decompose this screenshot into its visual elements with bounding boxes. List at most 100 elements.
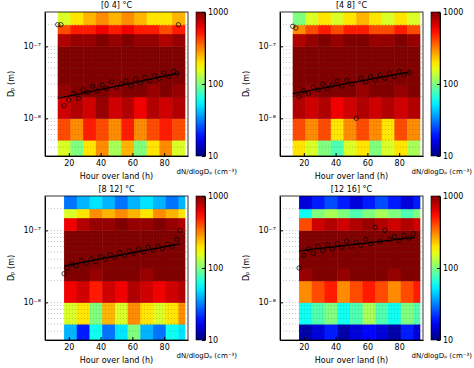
heat-cell	[83, 34, 96, 47]
heat-cell	[128, 324, 141, 340]
heat-cell	[293, 84, 306, 97]
grid-line	[280, 46, 423, 47]
heat-cell	[375, 324, 388, 340]
panel-title: [4 8] °C	[336, 1, 368, 10]
heat-cell	[324, 268, 337, 281]
heat-cell	[178, 209, 185, 218]
scatter-point	[321, 82, 325, 86]
heat-cell	[128, 196, 141, 209]
heat-cell	[89, 268, 102, 281]
grid-line	[45, 118, 188, 119]
grid-line	[280, 147, 423, 148]
grid-line	[45, 305, 188, 306]
heat-cell	[356, 12, 369, 25]
heat-cell	[121, 34, 134, 47]
heat-cell	[166, 324, 179, 340]
grid-line	[280, 53, 423, 54]
scatter-point	[59, 22, 63, 26]
tick-mark	[69, 153, 70, 156]
heat-cell	[305, 68, 318, 84]
y-axis: 10⁻⁸10⁻⁷	[23, 197, 48, 341]
tick-label: 10⁻⁷	[258, 42, 276, 51]
heat-cell	[318, 12, 331, 25]
heat-cell	[172, 34, 185, 47]
heat-cell	[324, 218, 337, 231]
panel-title: [8 12] °C	[98, 185, 135, 194]
tick-label: 60	[363, 159, 373, 168]
tick: 60	[128, 153, 138, 168]
tick: 10⁻⁸	[258, 298, 283, 307]
heat-cell	[388, 281, 401, 303]
heat-cell	[324, 281, 337, 303]
heat-cell	[344, 97, 357, 119]
axis-line	[281, 340, 424, 341]
colorbar-title: dN/dlogDₚ (cm⁻³)	[177, 352, 238, 360]
heat-cell	[134, 84, 147, 97]
tick-label: 10⁻⁷	[258, 226, 276, 235]
heat-cell	[83, 25, 96, 34]
heat-cell	[363, 281, 376, 303]
grid-line	[45, 147, 188, 148]
heat-cell	[401, 281, 414, 303]
heat-cell	[407, 97, 420, 119]
heat-cell	[388, 209, 401, 218]
fit-line	[293, 72, 409, 94]
heat-cell	[77, 196, 90, 209]
heat-cell	[356, 140, 369, 156]
heat-cell	[96, 34, 109, 47]
heat-cell	[70, 25, 83, 34]
heat-cell	[382, 12, 395, 25]
heat-cell	[293, 68, 306, 84]
heat-cell	[318, 118, 331, 140]
heat-cell	[413, 302, 420, 324]
grid-line	[280, 324, 423, 325]
scatter-point	[110, 80, 114, 84]
heat-cell	[350, 218, 363, 231]
scatter-point	[172, 69, 176, 73]
heat-cell	[344, 34, 357, 47]
scatter-point	[297, 94, 301, 98]
heat-cell	[293, 25, 306, 34]
heat-cell	[140, 324, 153, 340]
fit-line	[299, 237, 415, 250]
heat-cell	[64, 281, 77, 303]
heat-cell	[166, 196, 179, 209]
grid-line	[280, 121, 423, 122]
heat-cell	[324, 252, 337, 268]
scatter-point	[65, 266, 69, 270]
heat-cell	[337, 268, 350, 281]
heat-cell	[109, 12, 122, 25]
grid-line	[280, 246, 423, 247]
heat-cell	[140, 218, 153, 231]
scatter-point	[325, 243, 329, 247]
heat-cell	[115, 196, 128, 209]
grid-line	[45, 84, 188, 85]
heat-cell	[363, 196, 376, 209]
scatter-point	[373, 225, 377, 229]
tick-label: 60	[363, 343, 373, 352]
scatter-point	[133, 77, 137, 81]
grid-line	[45, 302, 188, 303]
heat-cell	[178, 196, 185, 209]
heat-cell	[312, 218, 325, 231]
heat-cell	[83, 140, 96, 156]
heat-cell	[394, 12, 407, 25]
heat-cell	[344, 118, 357, 140]
heat-cell	[153, 281, 166, 303]
scatter-point	[117, 250, 121, 254]
grid-line	[45, 241, 188, 242]
heat-cell	[134, 140, 147, 156]
heat-cell	[382, 97, 395, 119]
scatter-point	[62, 103, 66, 107]
heat-cell	[375, 302, 388, 324]
heat-cell	[58, 97, 71, 119]
tick-mark	[69, 337, 70, 340]
heat-cell	[166, 209, 179, 218]
heat-cell	[312, 324, 325, 340]
tick-label: 60	[128, 159, 138, 168]
heat-cell	[413, 230, 420, 252]
scatter-point	[62, 272, 66, 276]
heat-cell	[375, 252, 388, 268]
tick: 60	[363, 337, 373, 352]
tick-label: 10	[443, 152, 453, 161]
